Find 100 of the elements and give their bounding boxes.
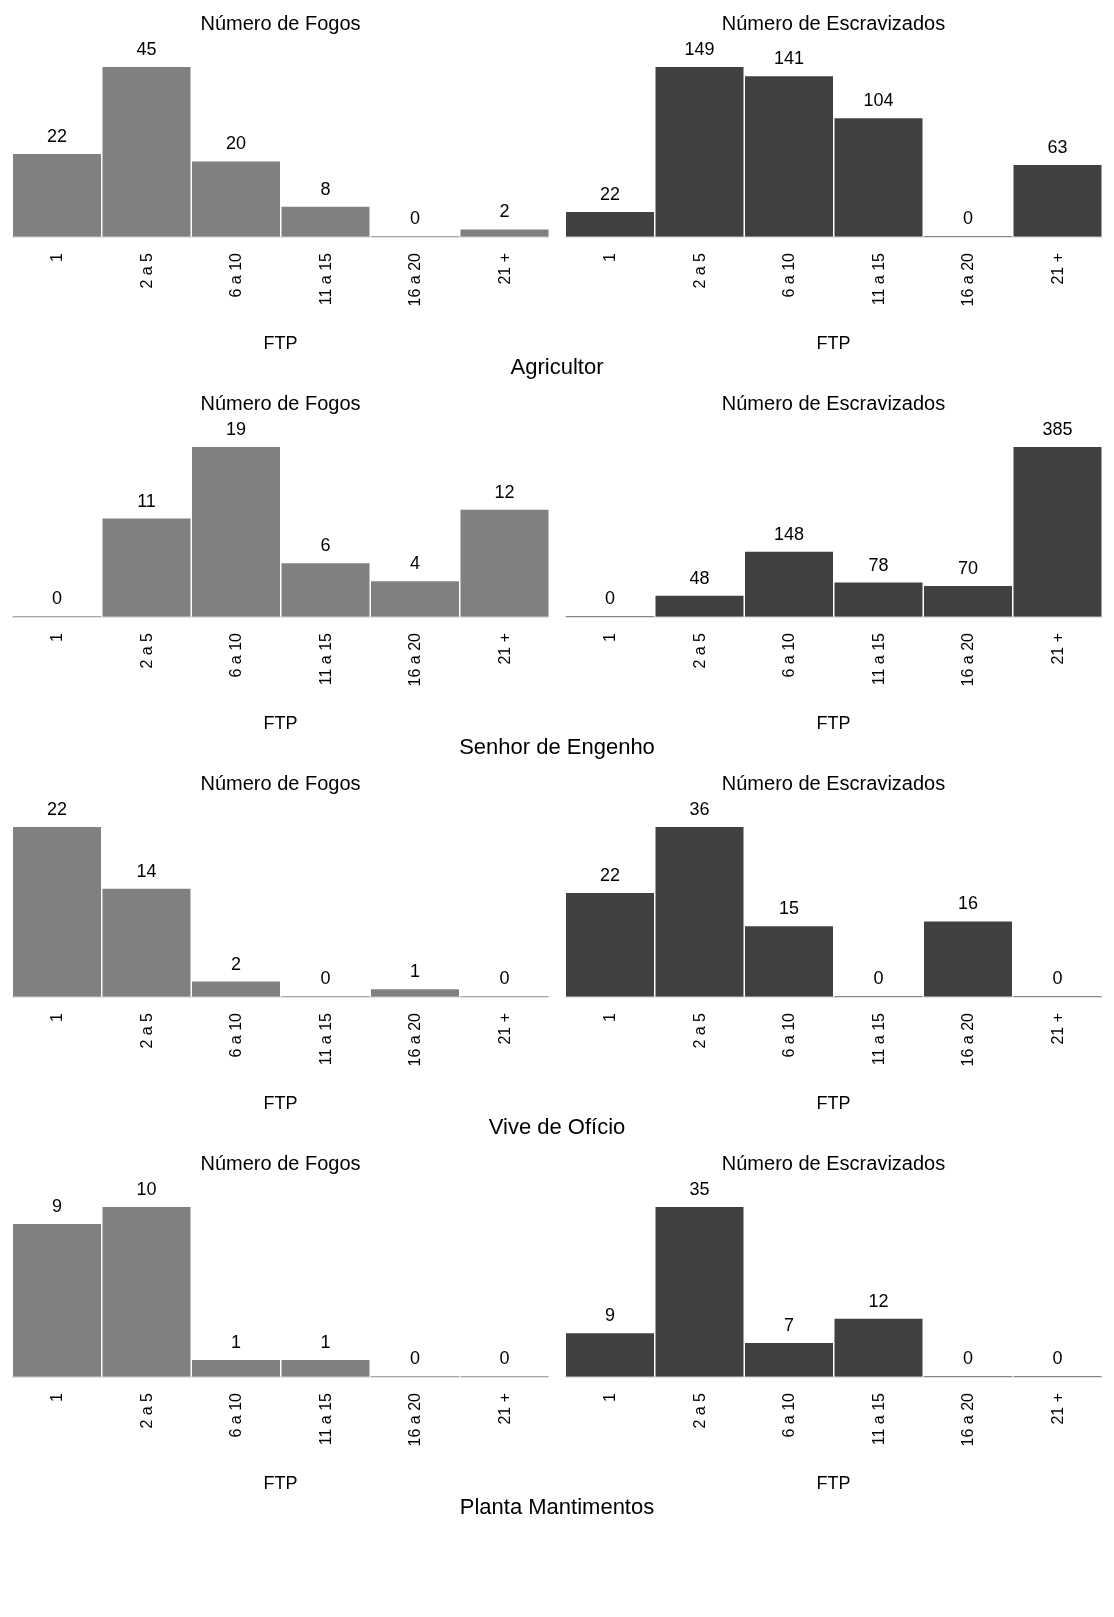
- data-label: 48: [689, 567, 710, 588]
- x-tick-label: 1: [601, 632, 619, 642]
- data-label: 9: [604, 1305, 616, 1326]
- x-axis-title: FTP: [815, 1093, 852, 1114]
- data-label: 11: [137, 490, 156, 511]
- data-label: 9: [51, 1196, 63, 1216]
- x-tick-label: 16 a 20: [406, 1012, 424, 1067]
- x-axis-title: FTP: [815, 713, 852, 734]
- data-label: 78: [868, 554, 889, 575]
- data-label: 15: [778, 898, 800, 919]
- data-label: 0: [873, 968, 884, 988]
- x-axis-title: FTP: [262, 713, 299, 734]
- x-tick-label: 21 +: [1048, 1393, 1066, 1425]
- data-label: 70: [957, 558, 979, 579]
- x-tick-label: 11 a 15: [316, 1392, 334, 1446]
- x-tick-label: 11 a 15: [869, 1392, 887, 1446]
- data-label: 0: [1052, 1348, 1063, 1368]
- x-tick-label: 2 a 5: [690, 632, 708, 669]
- chart-title: Número de Escravizados: [720, 1152, 947, 1175]
- x-tick-label: 11 a 15: [869, 1012, 887, 1066]
- x-axis-title: FTP: [262, 1093, 299, 1114]
- x-tick-label: 6 a 10: [227, 1012, 245, 1058]
- chart-title: Número de Fogos: [199, 392, 362, 415]
- chart-title: Número de Fogos: [199, 12, 362, 35]
- data-label: 36: [689, 799, 710, 819]
- data-label: 104: [863, 90, 894, 111]
- x-tick-label: 11 a 15: [869, 632, 887, 686]
- x-tick-label: 21 +: [495, 633, 513, 665]
- x-tick-label: 21 +: [1048, 1013, 1066, 1045]
- x-tick-label: 6 a 10: [227, 252, 245, 298]
- x-tick-label: 6 a 10: [227, 1392, 245, 1438]
- data-label: 19: [225, 419, 247, 439]
- x-tick-label: 11 a 15: [869, 252, 887, 306]
- x-tick-label: 2 a 5: [690, 252, 708, 289]
- data-label: 1: [230, 1332, 242, 1352]
- x-tick-label: 16 a 20: [959, 252, 977, 307]
- data-label: 4: [409, 553, 421, 574]
- x-tick-label: 2 a 5: [137, 1012, 155, 1049]
- x-tick-label: 1: [48, 1392, 66, 1402]
- data-label: 385: [1042, 419, 1073, 439]
- data-label: 20: [225, 133, 247, 154]
- data-label: 22: [599, 183, 621, 204]
- data-label: 16: [957, 893, 979, 914]
- data-label: 141: [773, 48, 805, 69]
- data-label: 0: [604, 588, 616, 608]
- data-label: 6: [320, 535, 331, 556]
- x-tick-label: 21 +: [1048, 253, 1066, 285]
- data-label: 0: [320, 968, 331, 988]
- x-axis-title: FTP: [262, 333, 299, 354]
- data-label: 12: [494, 481, 515, 502]
- data-label: 22: [599, 865, 621, 886]
- x-tick-label: 16 a 20: [959, 1012, 977, 1067]
- data-label: 149: [684, 39, 715, 59]
- text: Vive de Ofício: [487, 1114, 627, 1140]
- data-label: 1: [409, 961, 421, 982]
- x-tick-label: 6 a 10: [227, 632, 245, 678]
- chart-title: Número de Escravizados: [720, 12, 947, 35]
- data-label: 8: [320, 178, 331, 199]
- x-tick-label: 6 a 10: [780, 1392, 798, 1438]
- x-tick-label: 6 a 10: [780, 252, 798, 298]
- data-label: 63: [1047, 137, 1068, 158]
- chart-title: Número de Fogos: [199, 772, 362, 795]
- x-tick-label: 6 a 10: [780, 1012, 798, 1058]
- chart-title: Número de Escravizados: [720, 772, 947, 795]
- x-tick-label: 11 a 15: [316, 252, 334, 306]
- data-label: 0: [499, 1348, 510, 1368]
- x-tick-label: 16 a 20: [959, 1392, 977, 1447]
- x-tick-label: 16 a 20: [959, 632, 977, 687]
- data-label: 35: [689, 1179, 710, 1199]
- x-tick-label: 2 a 5: [137, 1392, 155, 1429]
- data-label: 1: [320, 1332, 331, 1352]
- chart-title: Número de Escravizados: [720, 392, 947, 415]
- data-label: 0: [962, 1348, 974, 1368]
- data-label: 148: [773, 523, 805, 544]
- data-label: 0: [51, 588, 63, 608]
- x-tick-label: 1: [601, 252, 619, 262]
- x-tick-label: 6 a 10: [780, 632, 798, 678]
- x-tick-label: 21 +: [495, 1393, 513, 1425]
- chart-title: Número de Fogos: [199, 1152, 362, 1175]
- data-label: 14: [136, 860, 157, 881]
- x-tick-label: 1: [48, 252, 66, 262]
- x-tick-label: 11 a 15: [316, 1012, 334, 1066]
- data-label: 45: [136, 39, 157, 59]
- data-label: 22: [46, 125, 68, 146]
- x-axis-title: FTP: [262, 1473, 299, 1494]
- x-tick-label: 16 a 20: [406, 1392, 424, 1447]
- data-label: 2: [230, 953, 242, 974]
- x-tick-label: 16 a 20: [406, 252, 424, 307]
- x-tick-label: 1: [48, 1012, 66, 1022]
- data-label: 0: [499, 968, 510, 988]
- x-tick-label: 21 +: [495, 253, 513, 285]
- x-axis-title: FTP: [815, 333, 852, 354]
- data-label: 7: [783, 1315, 795, 1335]
- x-tick-label: 2 a 5: [690, 1392, 708, 1429]
- text: Planta Mantimentos: [458, 1494, 656, 1520]
- data-label: 0: [1052, 968, 1063, 988]
- x-tick-label: 2 a 5: [137, 252, 155, 289]
- text: Agricultor: [509, 354, 605, 380]
- data-label: 10: [136, 1179, 157, 1199]
- data-label: 2: [499, 201, 510, 222]
